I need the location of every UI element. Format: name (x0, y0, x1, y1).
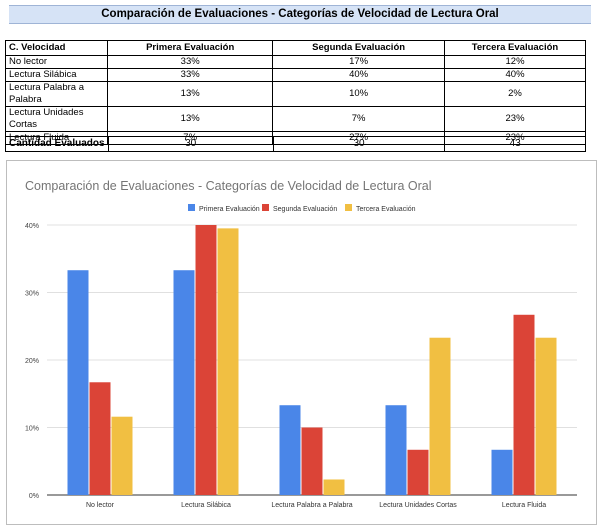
legend-label: Primera Evaluación (199, 206, 260, 213)
table-row: Lectura Silábica 33% 40% 40% (4, 68, 586, 82)
bar (217, 228, 239, 495)
count-table: Cantidad Evaluados 30 30 43 (5, 136, 586, 152)
cell-value: 40% (272, 68, 446, 82)
count-label: Cantidad Evaluados (5, 136, 109, 152)
bar (513, 314, 535, 495)
chart-container: Comparación de Evaluaciones - Categorías… (6, 160, 597, 525)
legend-swatch (345, 204, 352, 211)
count-value: 43 (444, 136, 586, 152)
results-table: C. Velocidad Primera Evaluación Segunda … (4, 40, 586, 145)
table-header-row: C. Velocidad Primera Evaluación Segunda … (4, 40, 586, 56)
cell-value: 10% (272, 81, 446, 107)
legend-label: Tercera Evaluación (356, 206, 416, 213)
bar (323, 479, 345, 495)
bar (67, 270, 89, 495)
cell-value: 13% (107, 81, 274, 107)
row-label: Lectura Unidades Cortas (4, 106, 109, 132)
count-row: Cantidad Evaluados 30 30 43 (5, 136, 586, 152)
y-tick-label: 30% (25, 291, 39, 298)
row-label: Lectura Palabra a Palabra (4, 81, 109, 107)
cell-value: 33% (107, 68, 274, 82)
x-tick-label: Lectura Fluida (502, 502, 546, 509)
y-tick-label: 40% (25, 223, 39, 230)
bar (385, 405, 407, 495)
y-tick-label: 0% (29, 493, 39, 500)
cell-value: 7% (272, 106, 446, 132)
table-row: No lector 33% 17% 12% (4, 55, 586, 69)
y-tick-label: 10% (25, 426, 39, 433)
header-first-eval: Primera Evaluación (107, 40, 274, 56)
cell-value: 2% (444, 81, 586, 107)
cell-value: 33% (107, 55, 274, 69)
bar-chart: Comparación de Evaluaciones - Categorías… (25, 179, 577, 509)
row-label: Lectura Silábica (4, 68, 109, 82)
bar (195, 225, 217, 495)
count-value: 30 (107, 136, 274, 152)
header-category: C. Velocidad (4, 40, 109, 56)
header-second-eval: Segunda Evaluación (272, 40, 446, 56)
bar (407, 449, 429, 495)
chart-title: Comparación de Evaluaciones - Categorías… (25, 179, 432, 193)
count-value: 30 (272, 136, 446, 152)
table-row: Lectura Unidades Cortas 13% 7% 23% (4, 106, 586, 132)
bar (173, 270, 195, 495)
x-tick-label: Lectura Unidades Cortas (379, 502, 457, 509)
x-tick-label: No lector (86, 502, 115, 509)
bar (301, 427, 323, 495)
row-label: No lector (4, 55, 109, 69)
cell-value: 12% (444, 55, 586, 69)
bar (491, 449, 513, 495)
legend-swatch (188, 204, 195, 211)
x-tick-label: Lectura Silábica (181, 502, 231, 509)
x-tick-label: Lectura Palabra a Palabra (271, 502, 352, 509)
legend-label: Segunda Evaluación (273, 206, 337, 213)
bar (535, 337, 557, 495)
table-row: Lectura Palabra a Palabra 13% 10% 2% (4, 81, 586, 107)
bar (429, 337, 451, 495)
cell-value: 17% (272, 55, 446, 69)
cell-value: 13% (107, 106, 274, 132)
bar (89, 382, 111, 495)
bar (111, 416, 133, 495)
y-tick-label: 20% (25, 358, 39, 365)
header-third-eval: Tercera Evaluación (444, 40, 586, 56)
cell-value: 23% (444, 106, 586, 132)
cell-value: 40% (444, 68, 586, 82)
bar (279, 405, 301, 495)
page-title-banner: Comparación de Evaluaciones - Categorías… (9, 5, 591, 24)
legend-swatch (262, 204, 269, 211)
